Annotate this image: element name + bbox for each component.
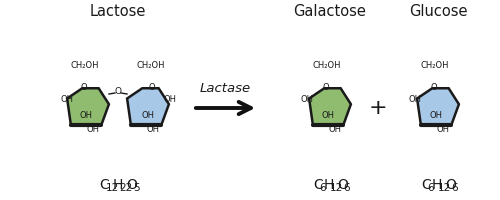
Text: C: C (99, 178, 109, 192)
Text: 12: 12 (330, 183, 343, 193)
Text: O: O (80, 84, 87, 92)
Text: O: O (114, 86, 121, 96)
Text: CH₂OH: CH₂OH (313, 62, 341, 71)
Text: OH: OH (60, 96, 74, 104)
Text: H: H (113, 178, 123, 192)
Text: 6: 6 (320, 183, 326, 193)
Text: OH: OH (430, 112, 442, 120)
Text: H: H (431, 178, 442, 192)
Text: OH: OH (142, 112, 154, 120)
Text: OH: OH (408, 96, 422, 104)
Text: OH: OH (164, 96, 176, 104)
Polygon shape (417, 88, 459, 125)
Text: O: O (148, 84, 156, 92)
Text: OH: OH (86, 126, 100, 134)
Text: Galactose: Galactose (294, 4, 366, 20)
Text: 22: 22 (120, 183, 132, 193)
Text: 5: 5 (133, 183, 140, 193)
Text: 12: 12 (106, 183, 119, 193)
Text: O: O (337, 178, 347, 192)
Text: OH: OH (146, 126, 160, 134)
Text: CH₂OH: CH₂OH (137, 62, 165, 71)
Text: OH: OH (80, 112, 92, 120)
Text: Glucose: Glucose (409, 4, 467, 20)
Text: 12: 12 (438, 183, 451, 193)
Text: H: H (323, 178, 334, 192)
Text: C: C (313, 178, 322, 192)
Text: O: O (430, 84, 438, 92)
Text: 6: 6 (451, 183, 458, 193)
Text: OH: OH (300, 96, 314, 104)
Text: OH: OH (328, 126, 342, 134)
Text: OH: OH (436, 126, 450, 134)
Text: O: O (126, 178, 137, 192)
Polygon shape (127, 88, 169, 125)
Text: CH₂OH: CH₂OH (421, 62, 449, 71)
Text: Lactase: Lactase (200, 82, 250, 95)
Text: O: O (322, 84, 330, 92)
Polygon shape (309, 88, 351, 125)
Text: 6: 6 (343, 183, 350, 193)
Text: +: + (368, 98, 388, 118)
Text: C: C (421, 178, 430, 192)
Text: OH: OH (322, 112, 334, 120)
Text: 6: 6 (427, 183, 434, 193)
Text: O: O (445, 178, 456, 192)
Text: CH₂OH: CH₂OH (71, 62, 99, 71)
Text: Lactose: Lactose (90, 4, 146, 20)
Polygon shape (67, 88, 109, 125)
